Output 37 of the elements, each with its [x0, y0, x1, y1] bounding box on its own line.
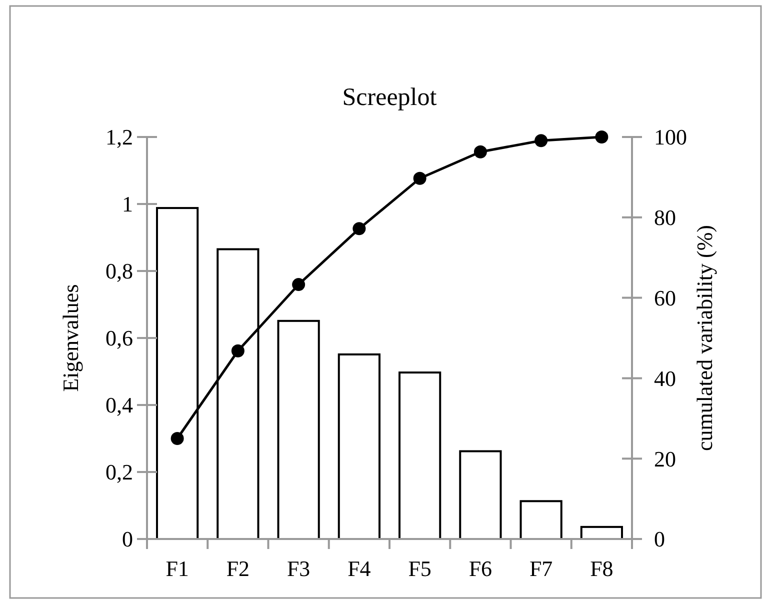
bar: [277, 320, 320, 540]
bar: [459, 450, 502, 540]
y2-tick-label: 20: [654, 446, 676, 472]
y-tick-label: 0,2: [106, 460, 133, 485]
x-tick-label: F8: [590, 556, 614, 581]
point: [534, 134, 548, 148]
bar: [398, 372, 442, 540]
y2-tick-label: 40: [654, 366, 676, 391]
bar: [520, 500, 562, 540]
x-tick-label: F2: [226, 556, 250, 581]
y-axis-title: Eigenvalues: [58, 284, 83, 392]
y2-tick-label: 60: [654, 286, 676, 310]
point: [292, 278, 306, 292]
x-tick-label: F5: [408, 556, 432, 581]
point: [595, 130, 608, 144]
point: [352, 222, 366, 236]
y2-tick-label: 80: [654, 205, 676, 230]
y2-tick-label: 100: [654, 124, 687, 150]
y-tick-label: 0: [122, 526, 133, 552]
x-tick-label: F3: [286, 556, 310, 581]
x-tick-label: F6: [468, 556, 492, 581]
x-tick-label: F4: [348, 556, 371, 581]
y-tick-label: 0,8: [106, 258, 133, 284]
y2-tick-label: 0: [654, 526, 665, 552]
point: [413, 172, 426, 185]
y2-axis-title: cumulated variability (%): [692, 224, 717, 452]
y-tick-label: 0,4: [106, 392, 133, 418]
point: [474, 145, 487, 158]
point: [170, 432, 184, 445]
y-tick-label: 1: [122, 192, 133, 217]
x-tick-label: F7: [529, 556, 553, 581]
x-tick-label: F1: [166, 556, 189, 581]
bar: [338, 353, 380, 540]
y-tick-label: 1,2: [106, 124, 133, 150]
chart-title: Screeplot: [342, 84, 437, 111]
point: [231, 344, 244, 358]
y-tick-label: 0,6: [106, 326, 133, 351]
